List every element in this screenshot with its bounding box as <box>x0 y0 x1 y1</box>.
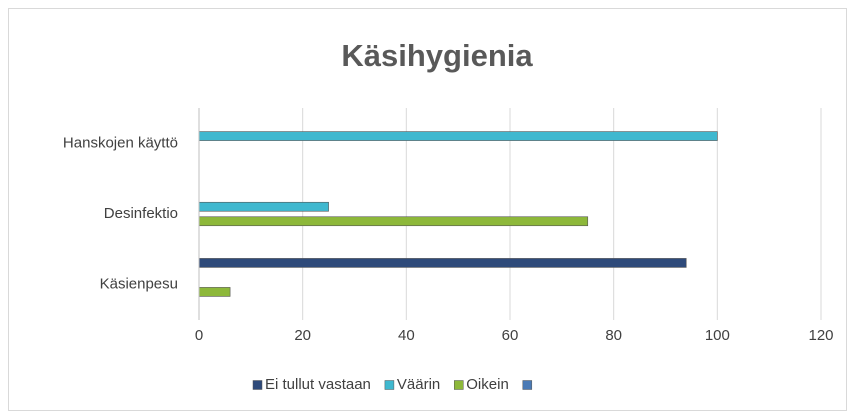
x-tick-label: 100 <box>705 327 730 344</box>
chart-border <box>8 8 847 411</box>
x-tick-label: 40 <box>398 327 415 344</box>
bar <box>198 216 589 227</box>
y-tick-label: Käsienpesu <box>100 276 178 293</box>
y-tick-label: Hanskojen käyttö <box>63 134 178 151</box>
bar <box>198 287 231 297</box>
bar <box>198 258 687 268</box>
legend-marker <box>454 380 464 390</box>
legend-marker <box>384 380 395 390</box>
legend-marker <box>522 380 533 390</box>
legend-marker <box>252 380 263 390</box>
x-tick-label: 0 <box>195 327 203 344</box>
legend-label: Ei tullut vastaan <box>265 376 371 393</box>
chart-title: Käsihygienia <box>341 38 533 73</box>
y-tick-label: Desinfektio <box>104 205 178 222</box>
x-tick-label: 80 <box>605 327 622 344</box>
x-tick-label: 60 <box>502 327 519 344</box>
x-tick-label: 120 <box>808 327 833 344</box>
legend-label: Oikein <box>466 376 509 393</box>
bar <box>198 201 329 212</box>
x-tick-label: 20 <box>294 327 311 344</box>
bar <box>198 131 718 141</box>
legend-label: Väärin <box>397 376 440 393</box>
